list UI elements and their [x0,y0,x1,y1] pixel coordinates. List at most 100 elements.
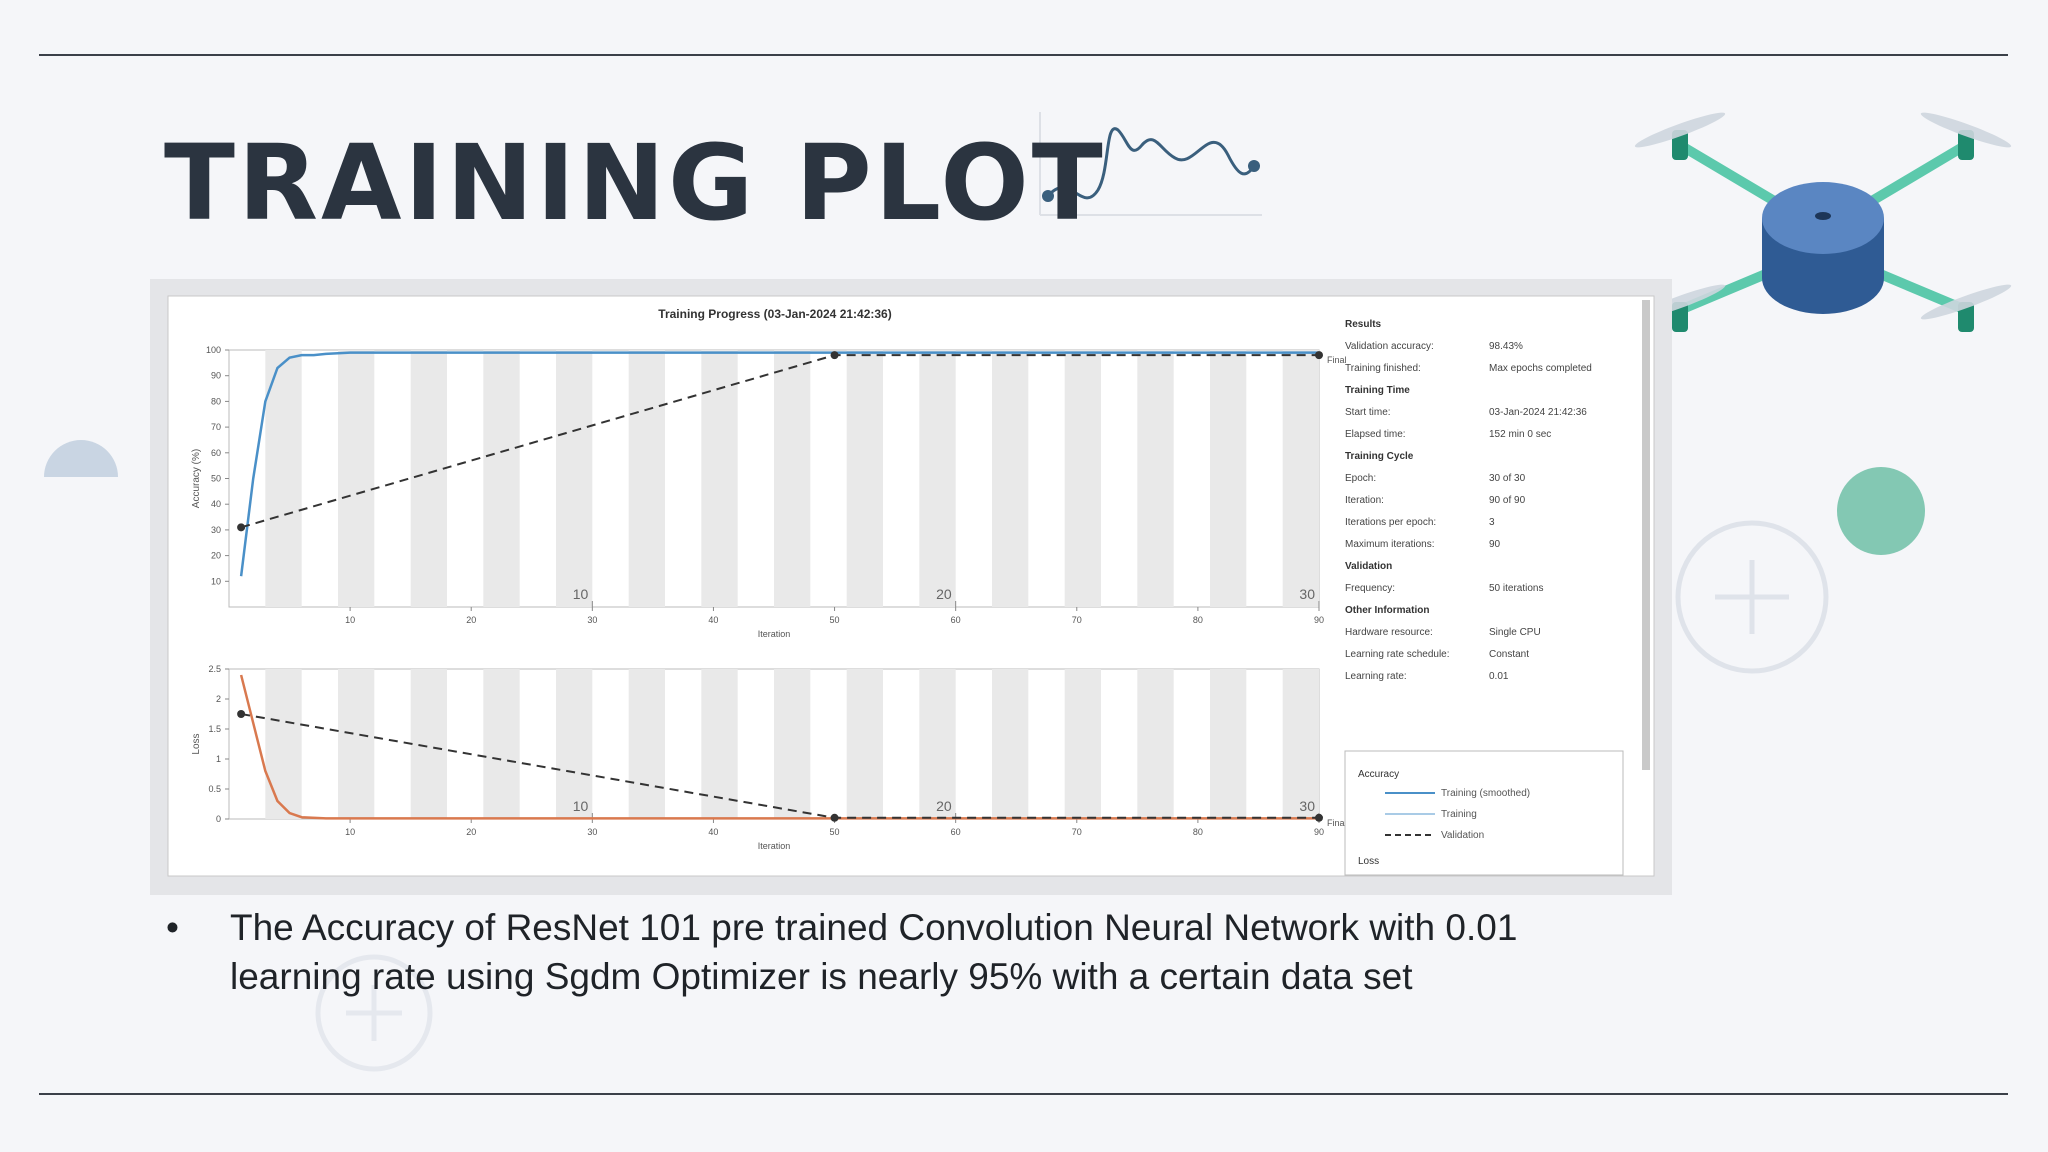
results-value: 30 of 30 [1489,473,1526,484]
legend-heading: Accuracy [1358,769,1399,780]
results-label: Hardware resource: [1345,627,1433,638]
validation-point [237,710,246,718]
x-tick-label: 70 [1072,827,1082,837]
x-tick-label: 40 [708,615,718,625]
results-label: Training finished: [1345,363,1421,374]
epoch-band [1210,350,1247,607]
y-tick-label: 50 [211,474,221,484]
results-label: Frequency: [1345,583,1395,594]
results-value: 90 [1489,539,1501,550]
results-label: Start time: [1345,407,1391,418]
epoch-band [919,350,956,607]
x-tick-label: 80 [1193,615,1203,625]
results-value: 03-Jan-2024 21:42:36 [1489,407,1587,418]
results-value: 98.43% [1489,341,1523,352]
epoch-band [338,669,375,819]
y-tick-label: 2 [216,694,221,704]
results-heading: Validation [1345,561,1392,572]
validation-point [830,351,839,360]
green-dot [1837,467,1925,555]
results-label: Learning rate schedule: [1345,649,1450,660]
x-tick-label: 90 [1314,827,1324,837]
final-label: Final [1327,818,1347,828]
epoch-band [846,350,883,607]
results-label: Iteration: [1345,495,1384,506]
y-tick-label: 20 [211,551,221,561]
x-tick-label: 30 [587,827,597,837]
series-line [239,351,1319,577]
y-tick-label: 70 [211,422,221,432]
scrollbar [1642,300,1650,770]
x-tick-label: 60 [951,615,961,625]
x-tick-label: 50 [830,827,840,837]
bullet-dot: • [166,907,179,948]
y-tick-label: 60 [211,448,221,458]
x-tick-label: 10 [345,827,355,837]
half-circle [44,440,118,477]
epoch-tick-label: 30 [1299,798,1315,814]
results-label: Validation accuracy: [1345,341,1434,352]
epoch-band [628,350,665,607]
epoch-band [846,669,883,819]
legend-item: Training (smoothed) [1441,788,1530,799]
x-axis-label: Iteration [758,629,791,639]
y-tick-label: 90 [211,371,221,381]
results-value: 50 iterations [1489,583,1543,594]
x-tick-label: 30 [587,615,597,625]
slide-title: TRAINING PLOT [164,122,1106,244]
epoch-band [556,350,593,607]
results-value: 0.01 [1489,671,1509,682]
x-tick-label: 20 [466,827,476,837]
epoch-band [992,350,1029,607]
x-tick-label: 20 [466,615,476,625]
y-tick-label: 10 [211,576,221,586]
sparkline-icon [1039,112,1262,216]
results-heading: Training Time [1345,385,1410,396]
y-axis-label: Loss [191,733,202,754]
validation-point [237,523,246,532]
epoch-tick-label: 20 [936,586,952,602]
results-label: Maximum iterations: [1345,539,1434,550]
drone-illustration [1634,112,2012,332]
epoch-band [919,669,956,819]
y-tick-label: 30 [211,525,221,535]
y-tick-label: 80 [211,396,221,406]
y-tick-label: 0.5 [208,784,221,794]
epoch-band [265,350,302,607]
validation-point [1315,813,1323,822]
epoch-band [483,350,520,607]
results-label: Learning rate: [1345,671,1407,682]
final-label: Final [1327,355,1347,365]
epoch-tick-label: 20 [936,798,952,814]
epoch-band [1282,669,1319,819]
series-line [239,674,1319,820]
results-value: 3 [1489,517,1495,528]
plus-circle-small [315,954,433,1072]
epoch-band [992,669,1029,819]
epoch-band [338,350,375,607]
bullet-text: The Accuracy of ResNet 101 pre trained C… [230,907,1518,997]
epoch-band [410,669,447,819]
x-tick-label: 50 [830,615,840,625]
y-axis-label: Accuracy (%) [191,449,202,508]
epoch-band [774,350,811,607]
epoch-band [774,669,811,819]
screenshot-title: Training Progress (03-Jan-2024 21:42:36) [658,307,891,321]
x-tick-label: 70 [1072,615,1082,625]
epoch-band [701,669,738,819]
epoch-band [556,669,593,819]
validation-point [1315,351,1323,360]
epoch-band [1282,350,1319,607]
epoch-band [1064,350,1101,607]
results-heading: Training Cycle [1345,451,1414,462]
results-label: Elapsed time: [1345,429,1406,440]
plus-circle [1675,520,1829,674]
y-tick-label: 2.5 [208,664,221,674]
legend-item: Training [1441,809,1477,820]
y-tick-label: 1 [216,754,221,764]
results-label: Iterations per epoch: [1345,517,1436,528]
x-tick-label: 10 [345,615,355,625]
x-axis-label: Iteration [758,841,791,851]
epoch-tick-label: 10 [573,798,589,814]
